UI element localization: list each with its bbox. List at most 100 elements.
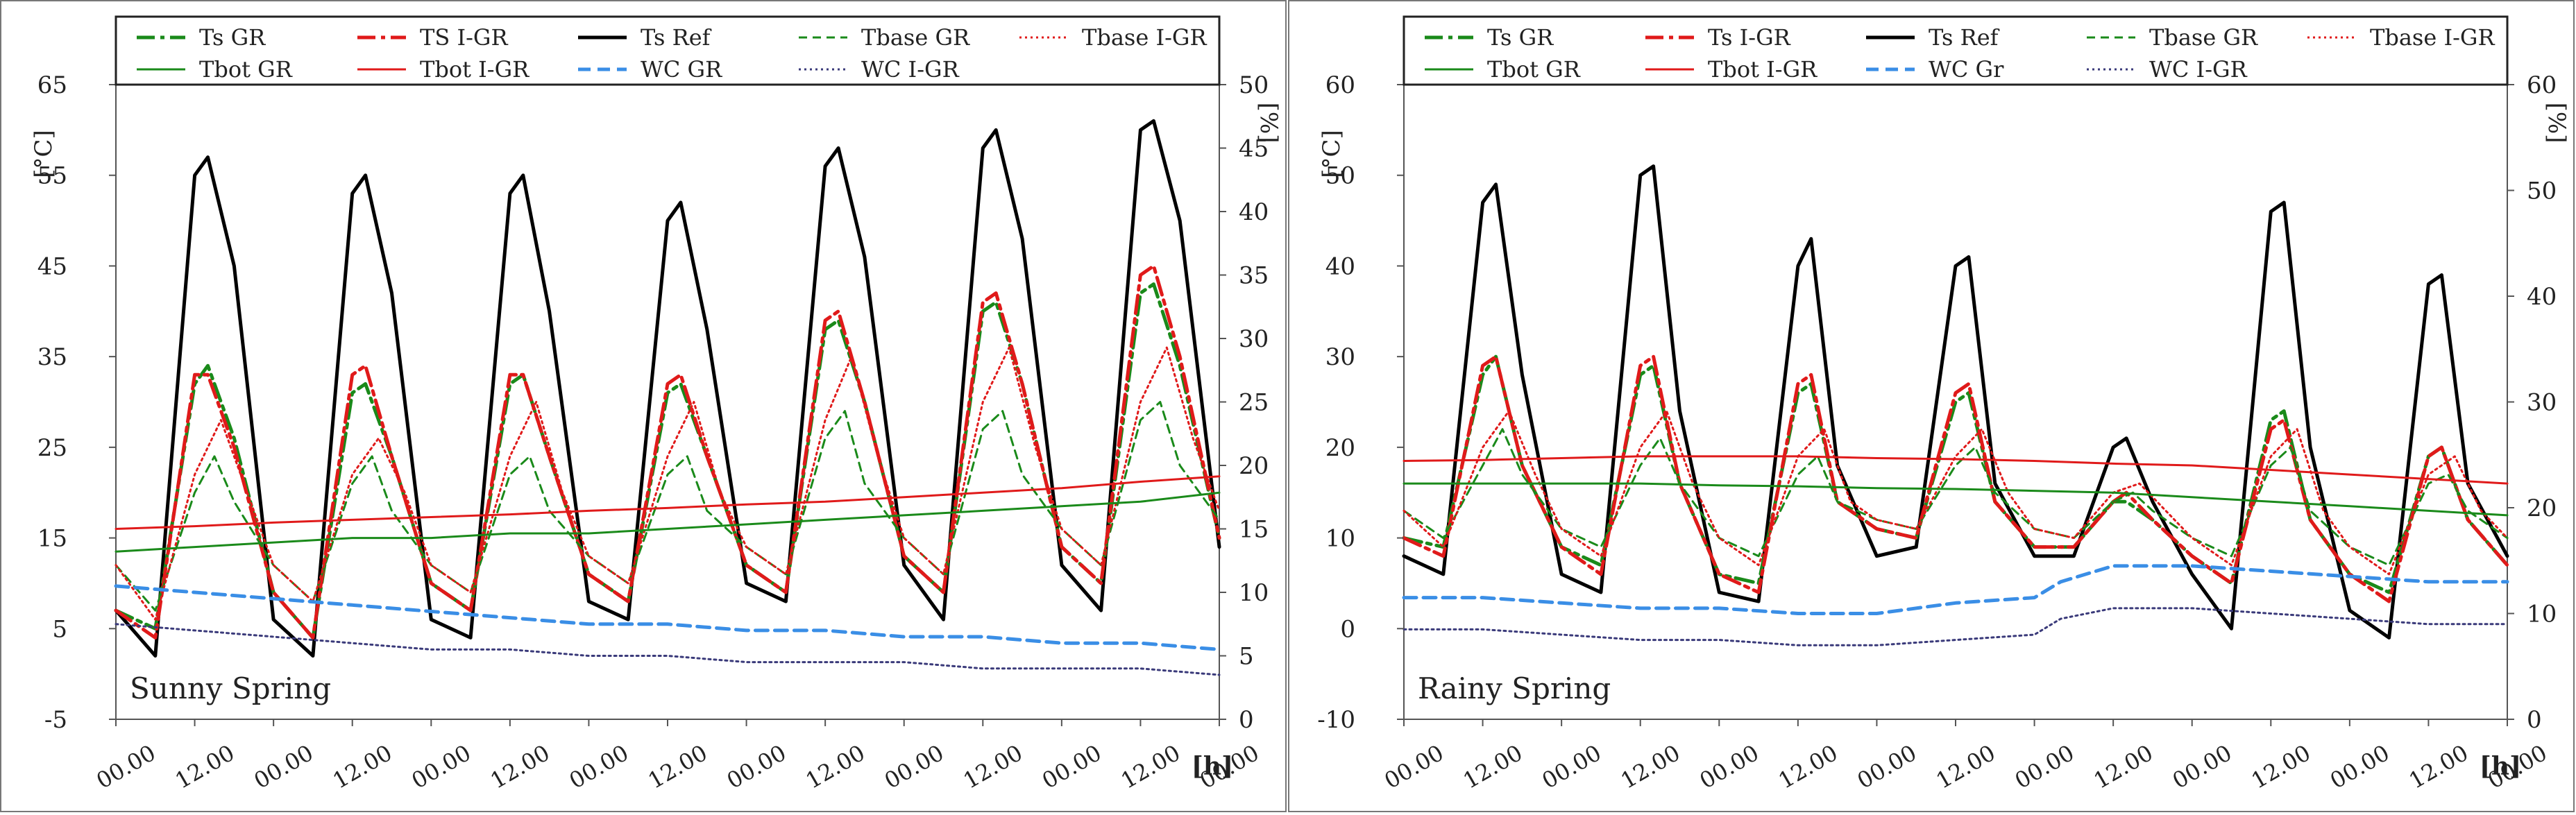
y-right-tick-label: 15: [1239, 516, 1269, 544]
y-left-tick-label: 15: [37, 525, 67, 553]
y-right-tick-label: 35: [1239, 262, 1269, 290]
y-left-tick-label: -10: [1317, 706, 1355, 734]
legend-label-tbase-i-gr: Tbase I-GR: [1082, 24, 1207, 51]
y-right-tick-label: 40: [1239, 198, 1269, 226]
chart-sunny-spring: -5 5 15 25 35 45 55 65 0 5 10 15 20 25 30 35 40 45 50 00.00…: [0, 0, 1287, 812]
x-tick-label: 00.00: [1695, 739, 1763, 794]
series-line-tbot-gr: [115, 491, 1221, 553]
x-tick-label: 12.00: [171, 739, 239, 794]
x-tick-label: 00.00: [92, 739, 160, 794]
y-left-tick-label: 0: [1340, 615, 1355, 643]
y-right-tick-label: 0: [2527, 706, 2542, 734]
x-tick-label: 12.00: [801, 739, 869, 794]
series-line-tbot-i-gr: [1403, 455, 2509, 485]
x-tick-label: 00.00: [407, 739, 475, 794]
x-tick-label: 00.00: [1853, 739, 1921, 794]
series-line-ts-ref: [114, 119, 1221, 658]
x-tick-label: 00.00: [249, 739, 317, 794]
x-tick-label: 12.00: [328, 739, 396, 794]
y-right-tick-label: 50: [2527, 178, 2557, 205]
series-line-tbot-i-gr: [115, 475, 1221, 530]
y-right-axis-label: [%]: [2543, 103, 2570, 144]
y-left-tick-label: 30: [1325, 343, 1355, 371]
legend-label-wc-gr: WC GR: [641, 56, 722, 83]
legend-label-ts-i-gr: Ts I-GR: [1708, 24, 1791, 51]
y-right-tick-label: 25: [1239, 389, 1269, 417]
legend-label-wc-i-gr: WC I-GR: [861, 56, 960, 83]
legend-label-tbot-gr: Tbot GR: [199, 56, 293, 83]
chart-sunny-spring-svg: -5 5 15 25 35 45 55 65 0 5 10 15 20 25 30 35 40 45 50 00.00…: [30, 15, 1282, 794]
legend-label-ts-gr: Ts GR: [1487, 24, 1554, 51]
y-right-tick-label: 45: [1239, 135, 1269, 163]
x-tick-label: 00.00: [1380, 739, 1448, 794]
y-right-tick-label: 30: [2527, 389, 2557, 417]
legend-label-wc-gr: WC Gr: [1929, 56, 2004, 83]
y-right-tick-label: 0: [1239, 706, 1254, 734]
x-tick-label: 12.00: [2089, 739, 2157, 794]
legend-label-tbot-i-gr: Tbot I-GR: [420, 56, 529, 83]
y-left-tick-label: 50: [1325, 162, 1355, 190]
x-tick-label: 00.00: [1037, 739, 1105, 794]
legend-box: [1403, 15, 2509, 86]
series-line-wc-gr: [1402, 564, 2509, 615]
x-tick-label: 00.00: [2325, 739, 2393, 794]
y-right-tick-label: 50: [1239, 71, 1269, 99]
legend-label-tbot-i-gr: Tbot I-GR: [1708, 56, 1817, 83]
legend-label-tbase-i-gr: Tbase I-GR: [2370, 24, 2495, 51]
x-tick-label: 00.00: [1537, 739, 1605, 794]
series-line-tbase-gr: [1403, 428, 2509, 567]
series-line-ts-i-gr: [1402, 354, 2509, 603]
y-left-tick-label: 45: [37, 252, 67, 280]
series-line-ts-i-gr: [114, 264, 1221, 640]
series-line-wc-i-gr: [1403, 607, 2509, 646]
x-tick-label: 00.00: [565, 739, 633, 794]
legend-label-wc-i-gr: WC I-GR: [2149, 56, 2248, 83]
series-line-ts-ref: [1402, 164, 2509, 640]
y-left-tick-label: 25: [37, 434, 67, 462]
x-tick-label: 12.00: [643, 739, 711, 794]
legend-label-tbase-gr: Tbase GR: [2149, 24, 2258, 51]
y-left-tick-label: 55: [37, 162, 67, 190]
y-right-tick-label: 20: [1239, 452, 1269, 480]
legend-label-ts-ref: Ts Ref: [1929, 24, 2000, 51]
legend-label-tbot-gr: Tbot GR: [1487, 56, 1581, 83]
series-line-wc-i-gr: [115, 623, 1221, 676]
y-left-tick-label: 40: [1325, 252, 1355, 280]
y-left-axis-label: [°C]: [30, 130, 58, 178]
legend-box: [115, 15, 1221, 86]
chart-title: Rainy Spring: [1418, 671, 1611, 705]
series-line-tbase-i-gr: [115, 346, 1221, 621]
y-right-tick-label: 60: [2527, 71, 2557, 99]
y-left-tick-label: -5: [44, 706, 67, 734]
chart-rainy-spring: -10 0 10 20 30 40 50 60 0 10 20 30 40 50 60 00.00 12.00 0…: [1288, 0, 2575, 812]
y-left-tick-label: 20: [1325, 434, 1355, 462]
y-left-axis-label: [°C]: [1318, 130, 1346, 178]
x-tick-label: 12.00: [959, 739, 1027, 794]
x-tick-label: 00.00: [722, 739, 790, 794]
legend-label-ts-i-gr: TS I-GR: [420, 24, 508, 51]
x-tick-label: 12.00: [1459, 739, 1527, 794]
x-axis-label: [h]: [2480, 752, 2521, 781]
y-left-tick-label: 65: [37, 71, 67, 99]
legend-label-ts-gr: Ts GR: [199, 24, 266, 51]
x-tick-label: 00.00: [2168, 739, 2236, 794]
x-tick-label: 12.00: [2405, 739, 2473, 794]
y-right-tick-label: 40: [2527, 283, 2557, 311]
series-line-tbot-gr: [1403, 482, 2509, 517]
y-right-axis-label: [%]: [1255, 103, 1282, 144]
legend-label-tbase-gr: Tbase GR: [861, 24, 970, 51]
y-left-tick-label: 5: [52, 615, 67, 643]
chart-title: Sunny Spring: [130, 671, 331, 705]
series-line-wc-gr: [114, 584, 1221, 651]
y-left-tick-label: 60: [1325, 71, 1355, 99]
y-right-tick-label: 30: [1239, 325, 1269, 353]
x-tick-label: 12.00: [486, 739, 554, 794]
y-right-tick-label: 5: [1239, 643, 1254, 671]
x-axis-label: [h]: [1192, 752, 1233, 781]
series-line-tbase-i-gr: [1403, 410, 2509, 576]
x-tick-label: 00.00: [880, 739, 948, 794]
y-right-tick-label: 10: [2527, 601, 2557, 628]
x-tick-label: 12.00: [2247, 739, 2315, 794]
y-right-tick-label: 10: [1239, 579, 1269, 607]
